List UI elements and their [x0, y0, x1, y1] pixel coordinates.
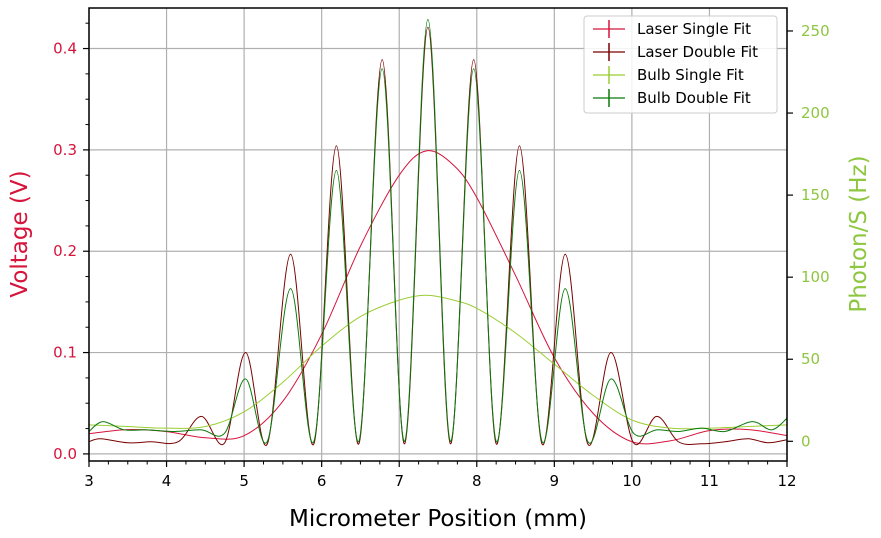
- y-right-tick-label: 0: [801, 432, 811, 450]
- legend-label: Bulb Double Fit: [637, 89, 751, 107]
- y-left-tick-label: 0.1: [53, 344, 77, 362]
- y-left-tick-label: 0.0: [53, 445, 77, 463]
- series-line-bulb-double-fit: [88, 18, 788, 444]
- x-tick-label: 11: [700, 472, 719, 490]
- x-axis: 3 4 5 6 7 8 9 10 11 12: [84, 461, 797, 490]
- y-left-tick-label: 0.2: [53, 242, 77, 260]
- y-axis-right-title: Photon/S (Hz): [846, 155, 872, 312]
- x-tick-label: 8: [472, 472, 482, 490]
- y-axis-left-title: Voltage (V): [7, 170, 33, 297]
- y-right-tick-label: 150: [801, 186, 830, 204]
- x-tick-label: 12: [777, 472, 796, 490]
- y-right-tick-label: 50: [801, 350, 820, 368]
- y-right-tick-label: 100: [801, 268, 830, 286]
- legend-label: Laser Double Fit: [637, 43, 758, 61]
- legend-box: [583, 15, 778, 114]
- legend-label: Bulb Single Fit: [637, 66, 744, 84]
- x-tick-label: 5: [239, 472, 249, 490]
- x-tick-label: 4: [162, 472, 172, 490]
- y-axis-right: 0 50 100 150 200 250: [787, 22, 830, 450]
- x-tick-label: 3: [84, 472, 94, 490]
- y-axis-left: 0.0 0.1 0.2 0.3 0.4: [53, 22, 89, 463]
- x-tick-label: 9: [550, 472, 560, 490]
- series-line-bulb-single-fit: [88, 294, 788, 430]
- y-right-tick-label: 250: [801, 22, 830, 40]
- legend: Laser Single Fit Laser Double Fit Bulb Sin…: [583, 15, 778, 114]
- y-left-tick-label: 0.4: [53, 40, 77, 58]
- y-left-tick-label: 0.3: [53, 141, 77, 159]
- series-lines: [88, 18, 788, 446]
- x-tick-label: 6: [317, 472, 327, 490]
- legend-label: Laser Single Fit: [637, 20, 751, 38]
- x-tick-label: 10: [622, 472, 641, 490]
- x-axis-title: Micrometer Position (mm): [289, 506, 587, 532]
- x-tick-label: 7: [394, 472, 404, 490]
- y-right-tick-label: 200: [801, 104, 830, 122]
